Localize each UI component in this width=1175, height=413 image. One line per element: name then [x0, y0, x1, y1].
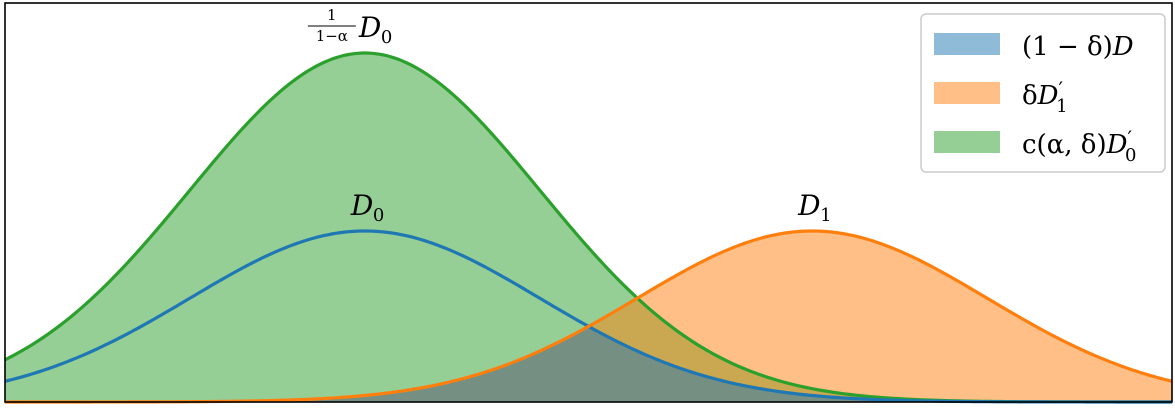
plot-frame	[4, 2, 1173, 403]
area-d1	[5, 231, 1172, 402]
curve-label-subscript: 0	[381, 27, 392, 48]
curve-label-text: D	[797, 189, 820, 222]
fraction-denominator: 1−α	[316, 27, 348, 45]
area-d0_scaled	[5, 53, 1172, 403]
legend-label: c(α, δ)D′ 0	[1022, 126, 1136, 166]
curve-labels-group: 11−α D 0D 0 D 1	[307, 6, 832, 226]
legend-entry: δD′ 1	[934, 77, 1068, 117]
area-min-d0-d1	[5, 326, 1172, 402]
legend-entry: c(α, δ)D′ 0	[934, 126, 1136, 166]
filled-areas-group	[5, 53, 1172, 403]
legend: (1 − δ)D δD′ 1 c(α, δ)D′ 0	[920, 13, 1166, 173]
legend-swatch	[934, 131, 1000, 153]
fraction-numerator: 1	[327, 6, 337, 24]
legend-swatch	[934, 33, 1000, 55]
curve-label-subscript: 1	[820, 205, 831, 226]
curve-label-subscript: 0	[373, 205, 384, 226]
legend-swatch	[934, 82, 1000, 104]
curve-label-d0_scaled: 1 1−α D 0	[307, 6, 392, 48]
curve-label-text: D	[358, 11, 381, 44]
legend-label: (1 − δ)D	[1022, 32, 1134, 62]
legend-entry: (1 − δ)D	[934, 32, 1134, 62]
curve-label-text: D	[350, 189, 373, 222]
legend-label: δD′ 1	[1022, 77, 1068, 117]
